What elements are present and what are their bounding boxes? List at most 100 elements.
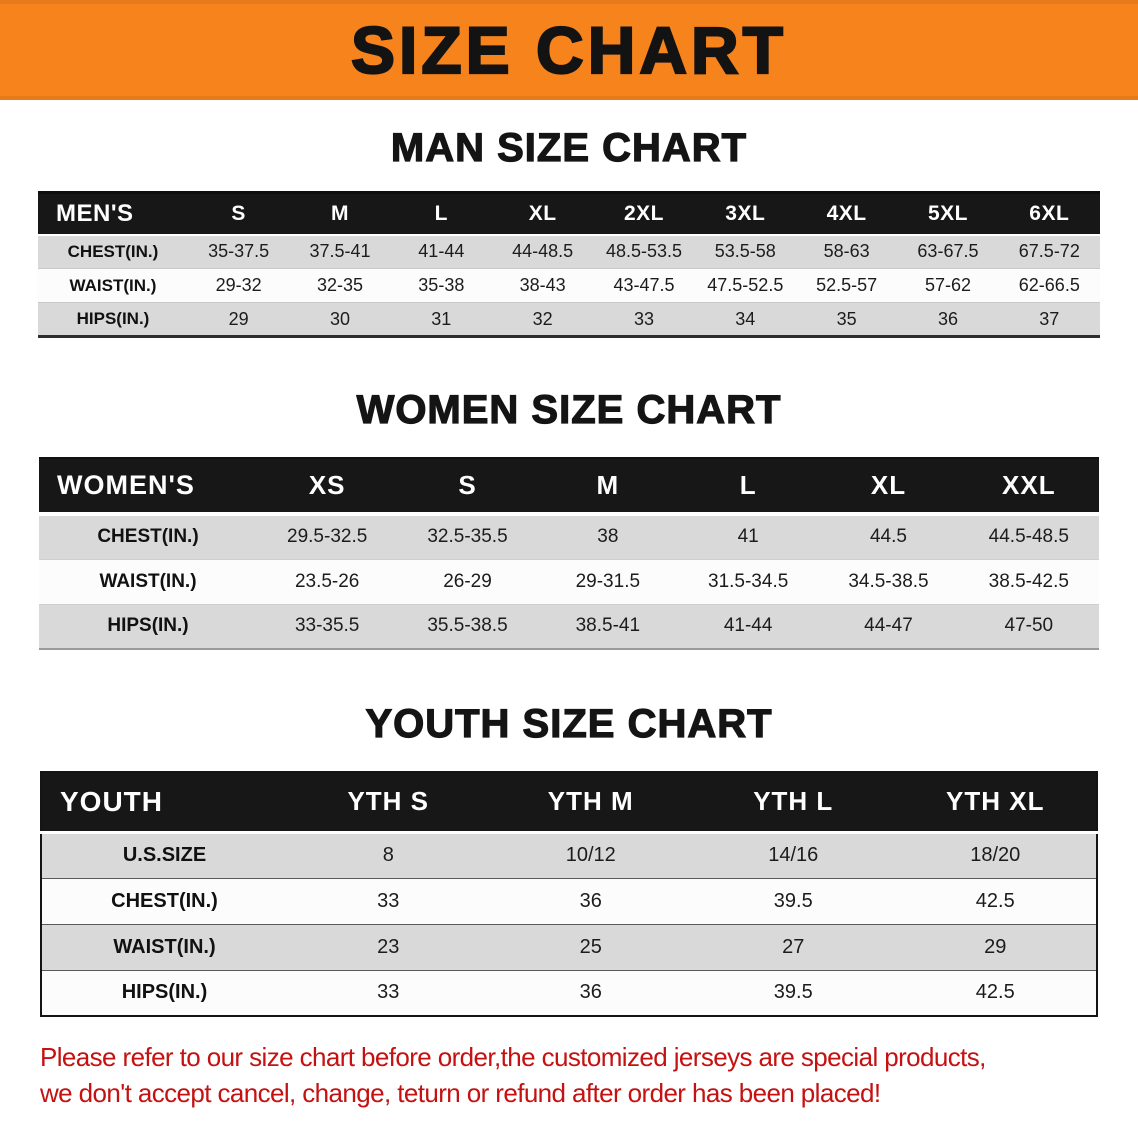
size-value-cell: 38-43 [519,275,566,295]
size-value-cell: 36 [579,889,602,912]
table-title-cell: YOUTH [41,772,287,834]
row-label-cell: CHEST(IN.) [67,241,159,261]
size-header-cell: YTH M [489,772,692,834]
size-value-cell: 25 [579,935,602,958]
disclaimer-line-1: Please refer to our size chart before or… [40,1042,986,1072]
size-value-cell: 44-47 [864,615,913,637]
size-value-cell: 44-48.5 [512,241,574,262]
size-value-cell: 34 [735,308,756,329]
disclaimer: Please refer to our size chart before or… [40,1039,1118,1111]
size-value-cell: 47.5-52.5 [707,275,784,295]
size-value-cell: 32.5-35.5 [427,526,508,548]
size-value-cell: 33 [633,308,654,329]
size-value-cell: 38.5-42.5 [988,570,1069,592]
size-value-cell: 41-44 [723,615,773,637]
measurement-row: U.S.SIZE 8 10/12 14/16 18/20 [41,832,1097,878]
size-value-cell: 36 [579,981,602,1004]
size-value-cell: 32-35 [316,275,364,295]
youth-section-heading: YOUTH SIZE CHART [365,701,773,746]
size-value-cell: 35-37.5 [208,241,270,262]
size-header-cell: L [677,458,819,516]
size-header-cell: XL [818,458,959,516]
size-value-cell: 31.5-34.5 [708,570,789,592]
size-header-cell: 2XL [593,192,695,236]
size-value-cell: 29 [228,308,249,329]
size-value-cell: 41-44 [418,241,465,262]
size-value-cell: 38 [597,526,619,548]
size-header-cell: 4XL [795,192,898,236]
size-value-cell: 63-67.5 [917,241,979,262]
size-value-cell: 37.5-41 [309,241,371,262]
men-size-section: MAN SIZE CHART MEN'S S M L XL 2XL 3XL 4XL 5XL 6XL… [0,125,1138,338]
measurement-row: CHEST(IN.) 35-37.5 37.5-41 41-44 44-48.5 48.5… [38,234,1100,269]
size-value-cell: 33 [377,889,400,912]
size-header-cell: 3XL [694,192,796,236]
size-value-cell: 32 [532,308,553,329]
women-section-heading: WOMEN SIZE CHART [356,387,782,432]
row-label-cell: WAIST(IN.) [69,275,157,295]
table-header-row: WOMEN'S XS S M L XL XXL [39,458,1099,516]
size-header-cell: 6XL [998,192,1100,236]
row-label-cell: HIPS(IN.) [76,309,150,328]
table-header-row: YOUTH YTH S YTH M YTH L YTH XL [41,772,1097,834]
size-value-cell: 36 [937,308,958,329]
table-header-row: MEN'S S M L XL 2XL 3XL 4XL 5XL 6XL [38,192,1100,236]
row-label-cell: HIPS(IN.) [107,615,189,637]
size-value-cell: 58-63 [823,241,870,262]
row-label-cell: CHEST(IN.) [111,889,218,912]
size-value-cell: 37 [1039,308,1060,329]
size-value-cell: 43-47.5 [613,275,675,295]
size-value-cell: 42.5 [975,889,1015,912]
size-header-cell: YTH S [287,772,490,834]
measurement-row: CHEST(IN.) 33 36 39.5 42.5 [41,878,1097,924]
size-value-cell: 10/12 [565,844,616,866]
size-value-cell: 53.5-58 [714,241,776,262]
size-value-cell: 35-38 [418,275,465,295]
size-value-cell: 34.5-38.5 [848,570,929,592]
size-value-cell: 29-32 [215,275,262,295]
youth-size-section: YOUTH SIZE CHART YOUTH YTH S YTH M YTH L YTH… [0,701,1138,1017]
size-value-cell: 44.5 [869,526,907,548]
page-title: SIZE CHART [350,12,787,88]
size-value-cell: 38.5-41 [575,615,641,637]
measurement-row: HIPS(IN.) 33 36 39.5 42.5 [41,970,1097,1016]
size-value-cell: 39.5 [773,981,813,1004]
size-value-cell: 8 [382,844,394,866]
women-size-table: WOMEN'S XS S M L XL XXL CHEST(IN.) 29.5-32.5 32.5… [39,457,1099,650]
size-value-cell: 31 [431,308,452,329]
size-value-cell: 57-62 [924,275,971,295]
size-value-cell: 29-31.5 [575,570,641,592]
row-label-cell: WAIST(IN.) [113,935,216,958]
measurement-row: HIPS(IN.) 29 30 31 32 33 34 35 36 37 [38,302,1100,337]
women-size-section: WOMEN SIZE CHART WOMEN'S XS S M L XL XXL CHEST(… [0,387,1138,650]
youth-size-table: YOUTH YTH S YTH M YTH L YTH XL U.S.SIZE 8 10/12… [40,771,1098,1017]
size-header-cell: XXL [958,458,1099,516]
size-value-cell: 48.5-53.5 [605,241,682,262]
size-header-cell: YTH L [692,772,895,834]
size-header-cell: XL [491,192,594,236]
size-value-cell: 67.5-72 [1018,241,1080,262]
size-header-cell: M [289,192,391,236]
size-header-cell: M [537,458,678,516]
size-header-cell: YTH XL [894,772,1097,834]
measurement-row: WAIST(IN.) 23.5-26 26-29 29-31.5 31.5-34.5 34… [39,559,1099,604]
size-value-cell: 41 [737,526,759,548]
measurement-row: WAIST(IN.) 23 25 27 29 [41,924,1097,970]
size-value-cell: 33-35.5 [294,615,360,637]
size-value-cell: 30 [329,308,350,329]
table-title-cell: MEN'S [38,192,188,236]
size-value-cell: 29.5-32.5 [287,526,368,548]
measurement-row: HIPS(IN.) 33-35.5 35.5-38.5 38.5-41 41-44 44-… [39,604,1099,649]
size-value-cell: 42.5 [975,981,1015,1004]
size-value-cell: 39.5 [773,889,813,912]
size-header-cell: XS [257,458,398,516]
banner: SIZE CHART [0,0,1138,100]
measurement-row: CHEST(IN.) 29.5-32.5 32.5-35.5 38 41 44.5 44.5… [39,514,1099,559]
size-value-cell: 52.5-57 [816,275,878,295]
size-value-cell: 47-50 [1004,615,1054,637]
row-label-cell: WAIST(IN.) [99,570,197,592]
size-value-cell: 44.5-48.5 [988,526,1069,548]
size-value-cell: 35.5-38.5 [427,615,508,637]
size-value-cell: 33 [377,981,400,1004]
